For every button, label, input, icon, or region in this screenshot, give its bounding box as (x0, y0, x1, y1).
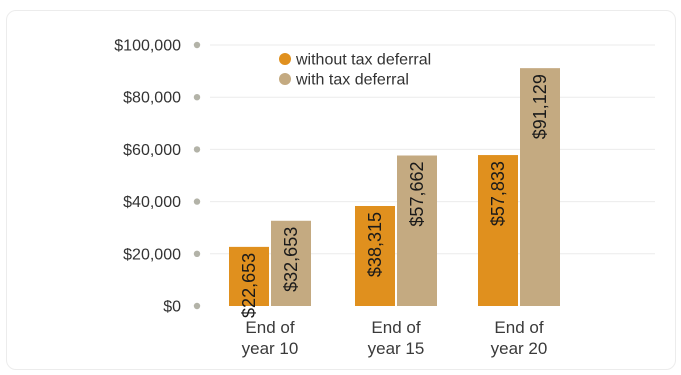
bar (397, 155, 437, 306)
y-tick-label: $0 (163, 299, 181, 316)
y-tick-dot (193, 250, 201, 257)
x-axis: End of year 10 End of year 15 End of year 20 (242, 318, 548, 358)
legend-label: with tax deferral (295, 72, 409, 89)
bar-value-label: $57,662 (407, 162, 427, 227)
legend: without tax deferral with tax deferral (279, 52, 431, 89)
bar (478, 155, 518, 306)
y-tick-label: $80,000 (123, 90, 181, 107)
x-tick-label: year 20 (491, 339, 548, 358)
y-tick-dot (193, 146, 201, 153)
y-tick-dot (193, 302, 201, 310)
bar-value-label: $32,653 (281, 227, 301, 292)
y-tick-dot (193, 41, 201, 49)
x-tick-label: End of (245, 318, 294, 337)
x-tick-label: year 15 (368, 339, 425, 358)
x-tick-label: year 10 (242, 339, 299, 358)
bar (355, 205, 395, 306)
x-tick-label: End of (494, 318, 543, 337)
bar (271, 220, 311, 306)
legend-swatch (279, 73, 291, 85)
legend-swatch (279, 53, 291, 65)
y-tick-label: $60,000 (123, 142, 181, 159)
y-axis: $0 $20,000 $40,000 $60,000 $80,000 $100,000 (114, 38, 201, 316)
bar-value-label: $57,833 (488, 161, 508, 226)
y-tick-label: $40,000 (123, 194, 181, 211)
y-tick-dot (193, 94, 201, 101)
chart-frame (6, 10, 676, 370)
y-tick-label: $20,000 (123, 246, 181, 263)
x-tick-label: End of (371, 318, 420, 337)
bar-value-label: $91,129 (530, 74, 550, 139)
bar-value-label: $22,653 (239, 253, 259, 318)
bar (520, 68, 560, 306)
y-tick-dot (193, 198, 201, 205)
bar (229, 246, 269, 306)
legend-label: without tax deferral (295, 52, 431, 69)
y-tick-label: $100,000 (114, 38, 181, 55)
value-labels: $22,653 $32,653 $38,315 $57,662 $57,833 $91,1… (239, 74, 550, 318)
bar-value-label: $38,315 (365, 212, 385, 277)
bars (229, 68, 560, 306)
